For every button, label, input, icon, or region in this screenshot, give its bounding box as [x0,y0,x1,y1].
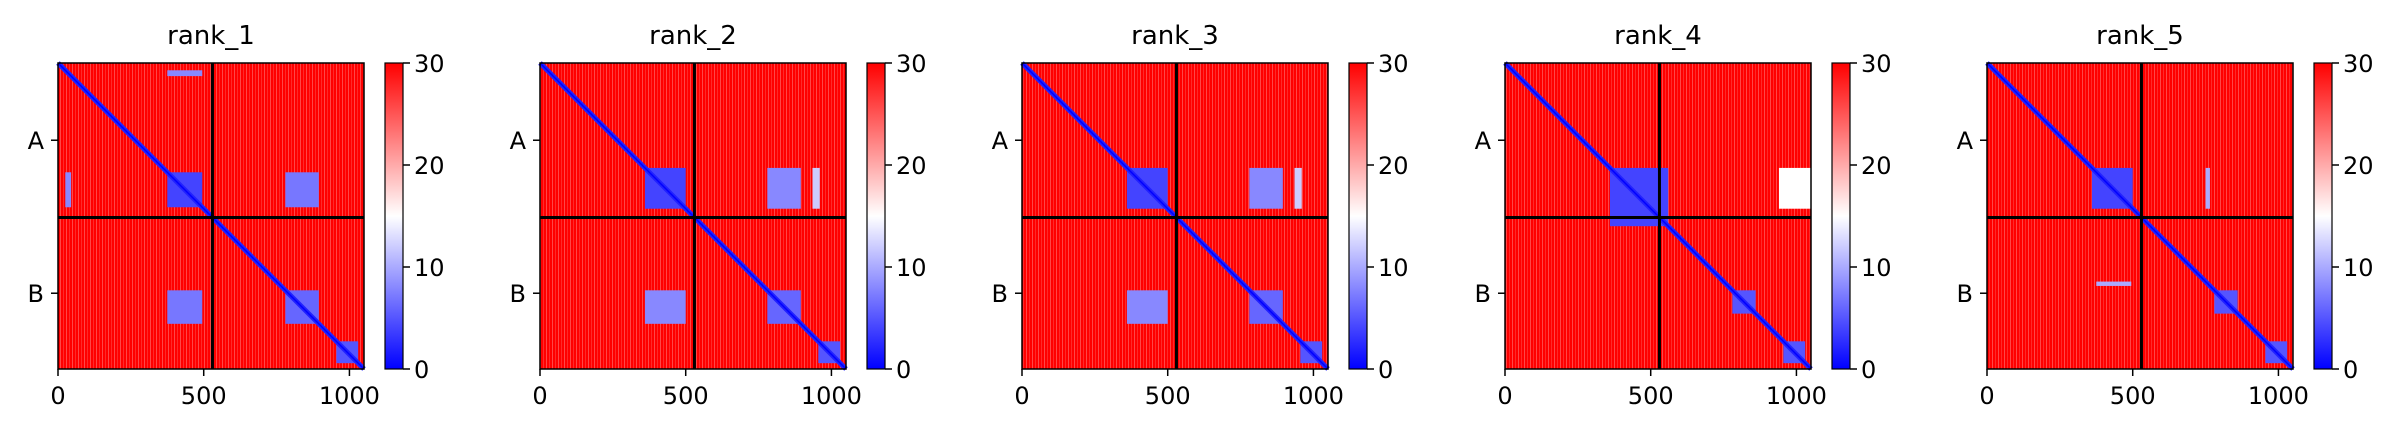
pae-panel-2: rank_2 A B 0 500 1000 0 10 20 30 [510,21,927,410]
heatmap-block [2096,281,2132,286]
colorbar-tick-label: 20 [1378,152,1409,180]
y-tick-label: B [28,280,44,308]
colorbar-tick-label: 0 [1378,356,1393,384]
colorbar-tick-label: 20 [414,152,445,180]
panel-title: rank_5 [2096,21,2184,51]
panel-title: rank_1 [167,21,255,51]
x-tick-label: 1000 [1283,382,1344,410]
colorbar-tick-label: 0 [414,356,429,384]
heatmap-block [644,290,686,324]
plot-frame [1021,62,1329,370]
heatmap-block [1249,167,1283,209]
colorbar-tick-label: 20 [1861,152,1892,180]
panel-title: rank_3 [1131,21,1219,51]
colorbar-tick-label: 0 [1861,356,1876,384]
pae-panel-5: rank_5 A B 0 500 1000 0 10 20 30 [1957,21,2374,410]
x-tick-label: 0 [1014,382,1029,410]
colorbar-tick-label: 0 [2343,356,2358,384]
heatmap-block [1294,167,1302,209]
colorbar-tick-label: 10 [1861,254,1892,282]
colorbar [1831,62,1851,370]
colorbar-tick-label: 30 [896,50,927,78]
colorbar-tick-label: 20 [896,152,927,180]
x-tick-label: 0 [1497,382,1512,410]
colorbar [2313,62,2333,370]
pae-panel-4: rank_4 A B 0 500 1000 0 10 20 30 [1475,21,1892,410]
x-tick-label: 1000 [1766,382,1827,410]
pae-panel-3: rank_3 A B 0 500 1000 0 10 20 30 [992,21,1409,410]
y-tick-label: A [510,127,527,155]
y-tick-label: B [510,280,526,308]
colorbar-tick-label: 10 [1378,254,1409,282]
y-tick-label: A [992,127,1009,155]
colorbar-tick-label: 10 [2343,254,2374,282]
plot-frame [1504,62,1812,370]
y-tick-label: B [1475,280,1491,308]
y-tick-label: A [1475,127,1492,155]
x-tick-label: 500 [1628,382,1674,410]
y-tick-label: A [1957,127,1974,155]
colorbar-tick-label: 10 [414,254,445,282]
plot-frame [1986,62,2294,370]
heatmap-block [812,167,820,209]
colorbar-tick-label: 30 [414,50,445,78]
colorbar-tick-label: 30 [2343,50,2374,78]
pae-panel-1: rank_1 A B 0 500 1000 0 10 20 30 [28,21,445,410]
plot-frame [57,62,365,370]
heatmap-block [1126,290,1168,324]
plot-frame [539,62,847,370]
colorbar [384,62,404,370]
heatmap-block [167,70,203,77]
heatmap-block [1778,167,1811,209]
panel-title: rank_4 [1614,21,1702,51]
x-tick-label: 500 [2110,382,2156,410]
x-tick-label: 0 [532,382,547,410]
heatmap-block [65,172,72,208]
y-tick-label: A [28,127,45,155]
x-tick-label: 0 [1979,382,1994,410]
x-tick-label: 500 [663,382,709,410]
heatmap-block [767,167,801,209]
x-tick-label: 1000 [319,382,380,410]
x-tick-label: 0 [50,382,65,410]
x-tick-label: 1000 [2248,382,2309,410]
y-tick-label: B [992,280,1008,308]
colorbar-tick-label: 30 [1378,50,1409,78]
y-tick-label: B [1957,280,1973,308]
x-tick-label: 500 [1145,382,1191,410]
x-tick-label: 1000 [801,382,862,410]
colorbar-tick-label: 30 [1861,50,1892,78]
panel-title: rank_2 [649,21,737,51]
colorbar-tick-label: 10 [896,254,927,282]
x-tick-label: 500 [181,382,227,410]
colorbar [1348,62,1368,370]
colorbar-tick-label: 20 [2343,152,2374,180]
heatmap-block [167,290,203,324]
colorbar [866,62,886,370]
heatmap-block [285,172,319,208]
heatmap-block [2205,167,2210,209]
colorbar-tick-label: 0 [896,356,911,384]
